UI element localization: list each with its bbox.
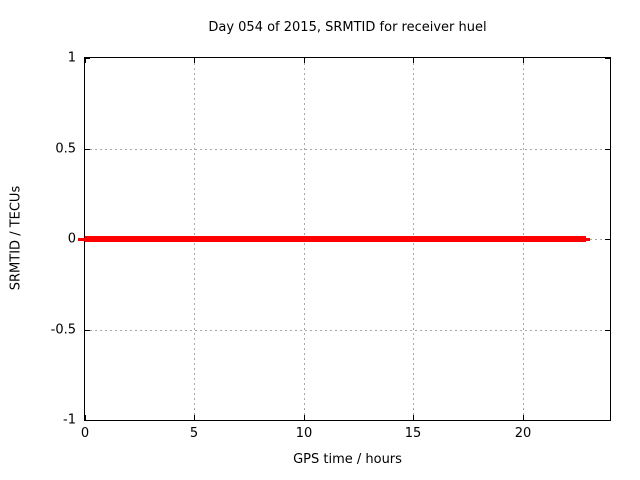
x-tick-top (413, 58, 414, 63)
data-series-end-cap (586, 238, 590, 241)
plot-area: 0 5 10 15 20 1 0.5 0 -0.5 -1 (51, 51, 611, 441)
y-tick-right (605, 149, 610, 150)
y-tick-right (605, 420, 610, 421)
y-axis-label: SRMTID / TECUs (8, 185, 24, 291)
x-tick-top (85, 58, 86, 63)
y-tick-left (85, 420, 90, 421)
y-tick-left (85, 149, 90, 150)
x-tick-bottom (304, 415, 305, 420)
x-axis-label: GPS time / hours (293, 452, 402, 467)
chart-title: Day 054 of 2015, SRMTID for receiver hue… (208, 20, 487, 35)
x-tick-label: 20 (514, 426, 532, 441)
x-tick-label: 10 (295, 426, 313, 441)
x-tick-label: 5 (189, 426, 199, 441)
y-tick-label: 0.5 (55, 141, 76, 157)
x-tick-top (523, 58, 524, 63)
y-tick-right (605, 330, 610, 331)
x-tick-label: 15 (404, 426, 422, 441)
x-tick-bottom (413, 415, 414, 420)
y-tick-label: -1 (63, 412, 76, 428)
y-gridline (85, 330, 610, 331)
y-tick-label: -0.5 (50, 322, 76, 338)
x-tick-bottom (194, 415, 195, 420)
y-tick-left (85, 58, 90, 59)
y-tick-label: 0 (67, 231, 76, 247)
y-tick-right (605, 58, 610, 59)
x-tick-label: 0 (80, 426, 90, 441)
y-tick-right (605, 239, 610, 240)
x-tick-top (194, 58, 195, 63)
y-gridline (85, 149, 610, 150)
x-tick-bottom (523, 415, 524, 420)
x-tick-bottom (85, 415, 86, 420)
y-tick-left (85, 330, 90, 331)
y-tick-label: 1 (67, 50, 76, 66)
x-tick-top (304, 58, 305, 63)
data-series-start-cap (78, 238, 85, 241)
data-series-line (85, 236, 586, 242)
